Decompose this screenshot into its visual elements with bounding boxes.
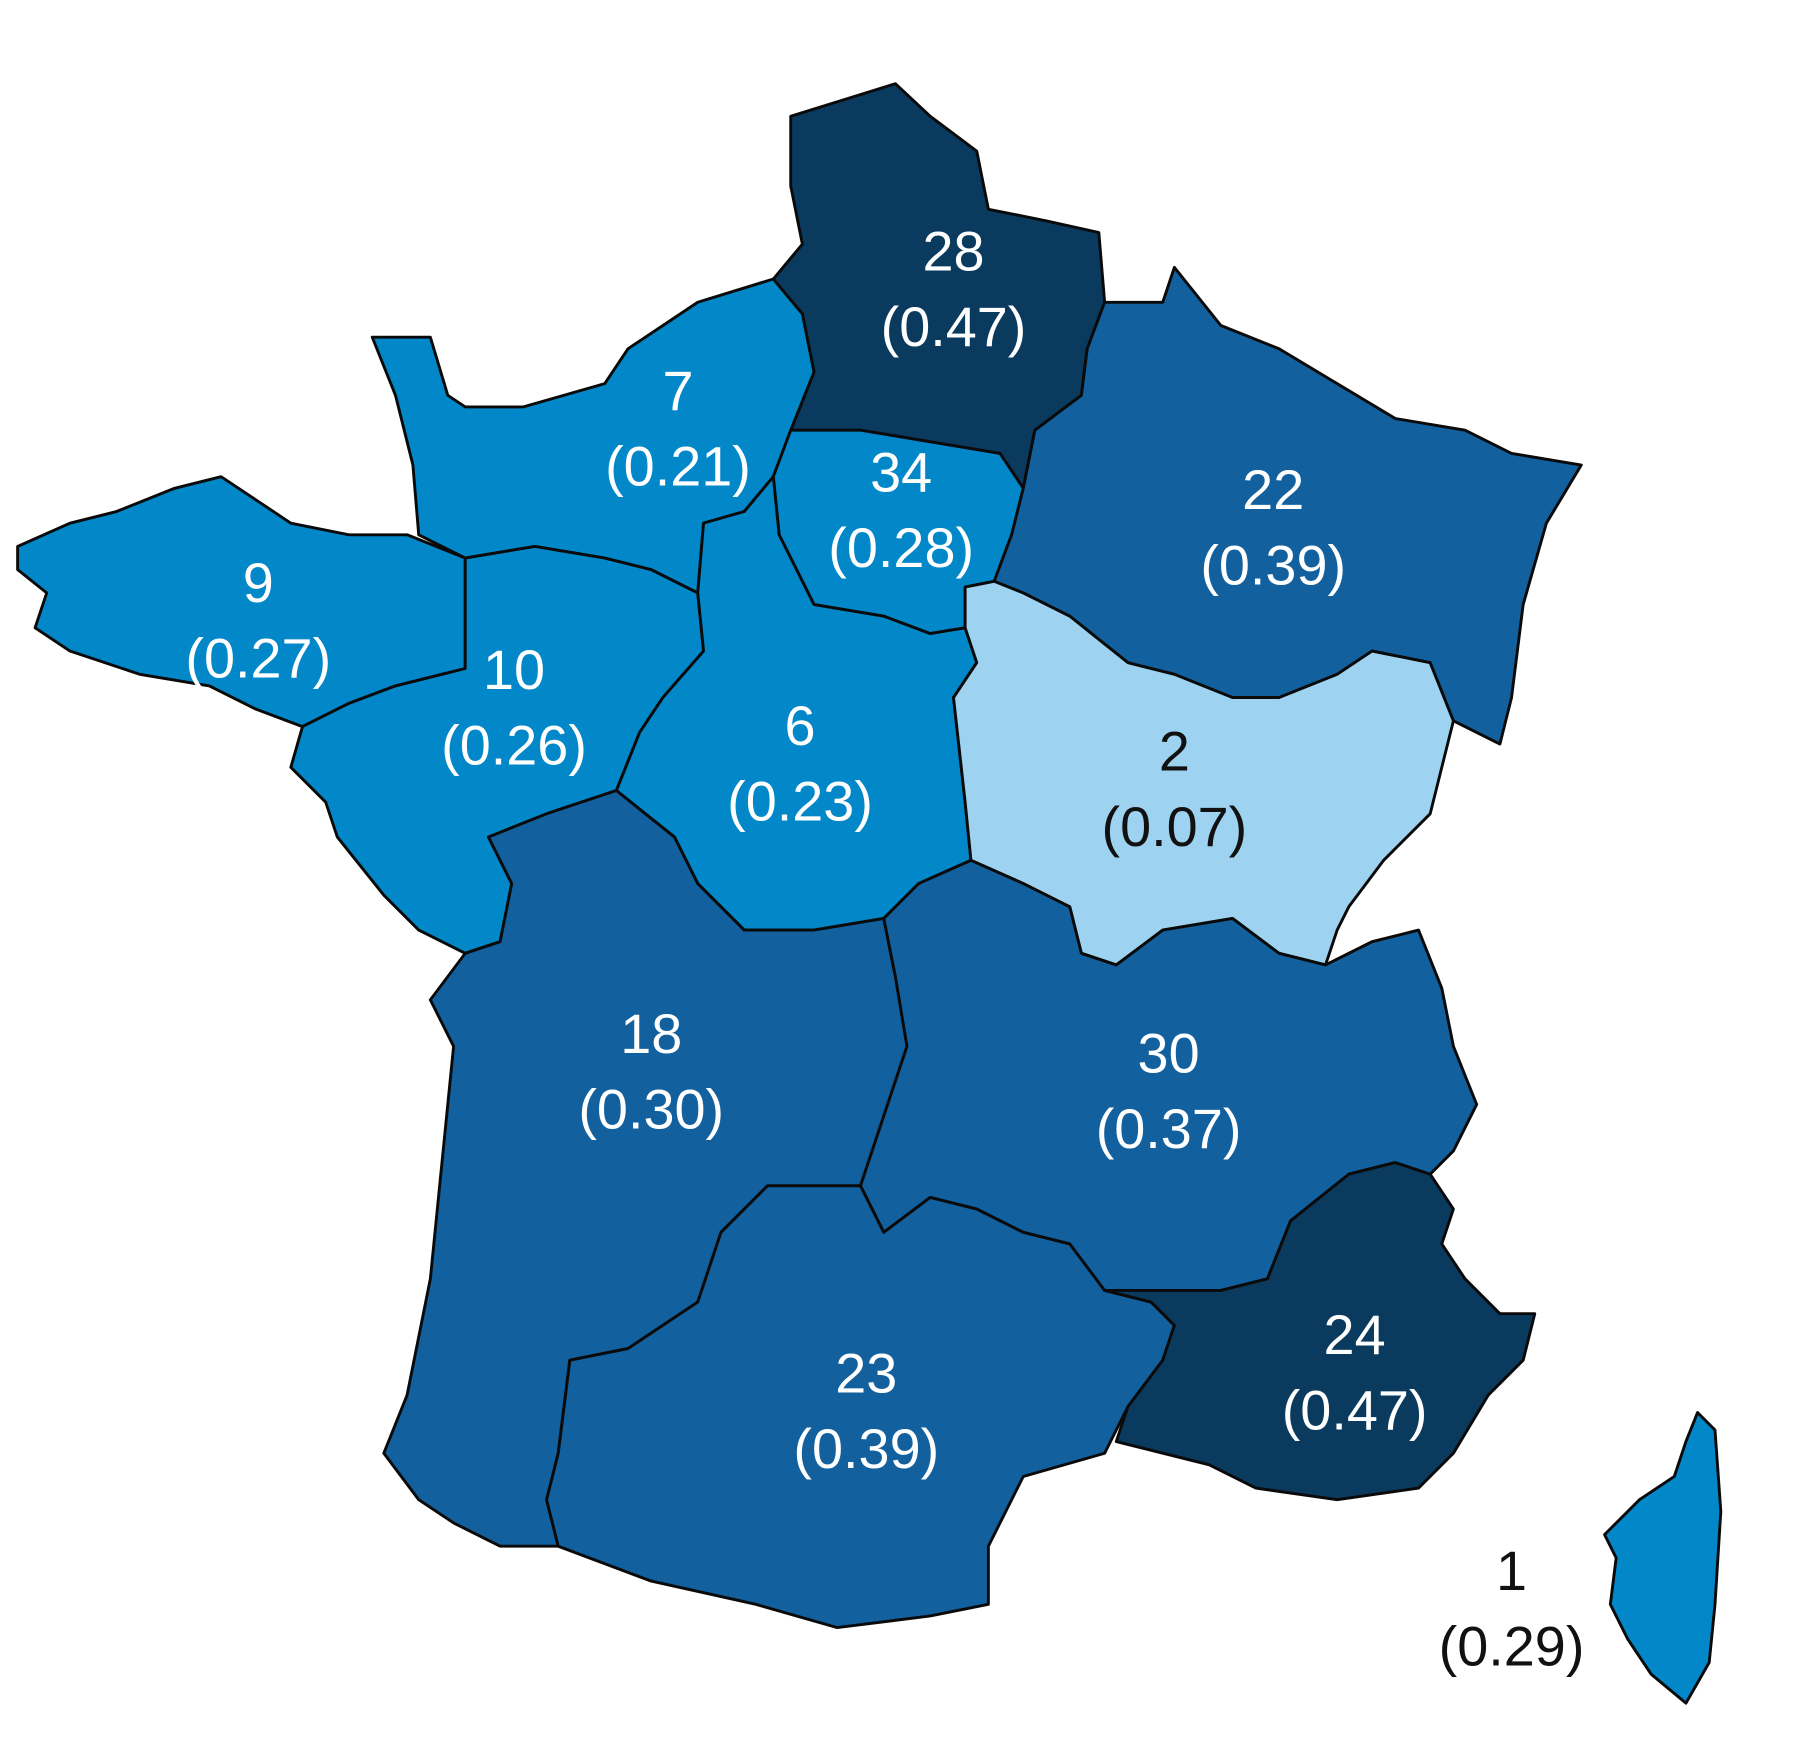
region-share: (0.29): [1439, 1615, 1585, 1678]
region-count: 2: [1159, 719, 1190, 782]
region-share: (0.47): [1282, 1379, 1428, 1442]
region-share: (0.47): [881, 295, 1027, 358]
region-share: (0.07): [1102, 795, 1248, 858]
region-share: (0.26): [441, 714, 587, 777]
region-count: 18: [620, 1002, 682, 1065]
region-count: 1: [1496, 1539, 1527, 1602]
region-share: (0.27): [185, 626, 331, 689]
region-share: (0.37): [1096, 1097, 1242, 1160]
region: [545, 1184, 1176, 1630]
region-count: 6: [785, 694, 816, 757]
region-count: 7: [662, 359, 693, 422]
region-count: 24: [1324, 1303, 1386, 1366]
region-share: (0.21): [605, 435, 751, 498]
region-share: (0.39): [793, 1417, 939, 1480]
region-share: (0.23): [727, 769, 873, 832]
region: [1103, 1161, 1537, 1502]
region-share: (0.28): [828, 516, 974, 579]
region-count: 9: [243, 551, 274, 614]
region-count: 34: [870, 440, 932, 503]
region-count: 22: [1242, 458, 1304, 521]
region-count: 10: [483, 638, 545, 701]
region-count: 23: [835, 1341, 897, 1404]
region: [1603, 1411, 1723, 1705]
region-count: 30: [1138, 1022, 1200, 1085]
region-share: (0.30): [578, 1077, 724, 1140]
region-share: (0.39): [1200, 533, 1346, 596]
region-count: 28: [922, 220, 984, 283]
